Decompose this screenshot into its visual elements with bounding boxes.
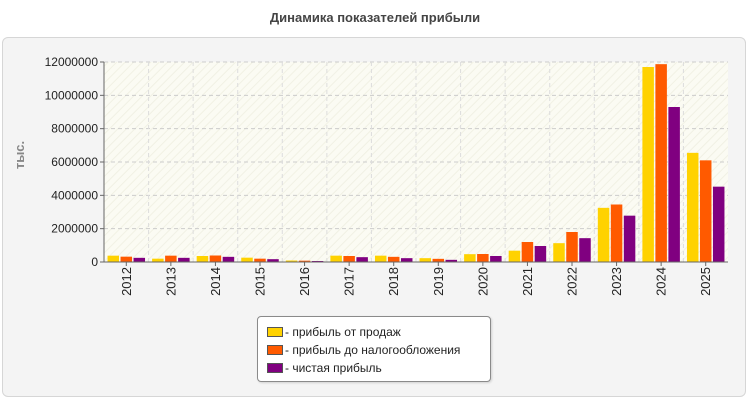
bar [655,64,667,263]
x-tick-label: 2015 [253,267,268,296]
bar [120,256,133,262]
bar [508,250,521,262]
legend-item: - прибыль от продаж [267,323,490,341]
bar [152,258,164,262]
legend-swatch [267,363,283,373]
y-tick-label: 10000000 [45,88,99,102]
bar [133,257,146,262]
axes [100,61,728,266]
x-tick-label: 2020 [475,267,490,296]
legend-swatch [267,327,283,337]
bar [477,254,489,262]
tick-labels: 0 2000000 4000000 6000000 8000000 10000000 120… [45,55,714,296]
bar [712,186,725,262]
bar [419,258,432,262]
legend-item: - чистая прибыль [267,359,490,377]
bar [298,260,311,262]
x-tick-label: 2018 [386,267,401,296]
y-tick-label: 0 [91,255,98,269]
legend-swatch [267,345,283,355]
bar [178,257,190,262]
x-tick-label: 2012 [119,267,134,296]
bar [699,160,712,262]
x-tick-label: 2024 [654,267,669,296]
y-tick-label: 2000000 [51,222,98,236]
x-tick-label: 2016 [297,267,312,296]
bar [432,258,445,262]
y-tick-label: 12000000 [45,55,99,69]
x-tick-label: 2021 [520,267,535,296]
bar [387,256,400,262]
bar [285,260,298,262]
x-tick-label: 2025 [698,267,713,296]
legend-label: - чистая прибыль [285,361,382,375]
bar [241,257,253,262]
bar [196,256,209,262]
x-tick-label: 2023 [609,267,624,296]
bar [267,259,279,262]
y-tick-label: 6000000 [51,155,98,169]
bar [623,215,636,262]
legend-item: - прибыль до налогообложения [267,341,490,359]
bar [356,257,368,262]
bar [490,256,502,262]
y-tick-label: 4000000 [51,188,98,202]
bar [254,258,266,262]
bar [107,255,120,262]
legend-label: - прибыль от продаж [285,325,401,339]
bar [610,204,623,262]
bar [521,242,534,262]
bar [343,256,355,262]
chart-title: Динамика показателей прибыли [269,10,481,25]
bars [107,64,725,263]
x-tick-label: 2019 [431,267,446,296]
bar [534,246,547,262]
bar [330,255,342,262]
bar [222,256,235,262]
bar [579,238,591,262]
bar [374,255,387,262]
x-tick-label: 2014 [208,267,223,296]
bar [400,258,413,262]
x-tick-label: 2017 [342,267,357,296]
bar [209,255,222,262]
y-tick-label: 8000000 [51,122,98,136]
bar [165,255,177,262]
bar [553,243,565,262]
bar [566,232,578,262]
bar [668,107,680,262]
x-tick-label: 2022 [565,267,580,296]
bar [464,254,476,262]
legend: - прибыль от продаж - прибыль до налогоо… [257,316,491,382]
bar [642,67,654,262]
grid-lines [104,61,728,262]
x-tick-label: 2013 [163,267,178,296]
legend-label: - прибыль до налогообложения [285,343,461,357]
bar [597,207,610,262]
bar [686,152,699,262]
bar [445,259,458,262]
y-axis-label: тыс. [12,141,27,169]
